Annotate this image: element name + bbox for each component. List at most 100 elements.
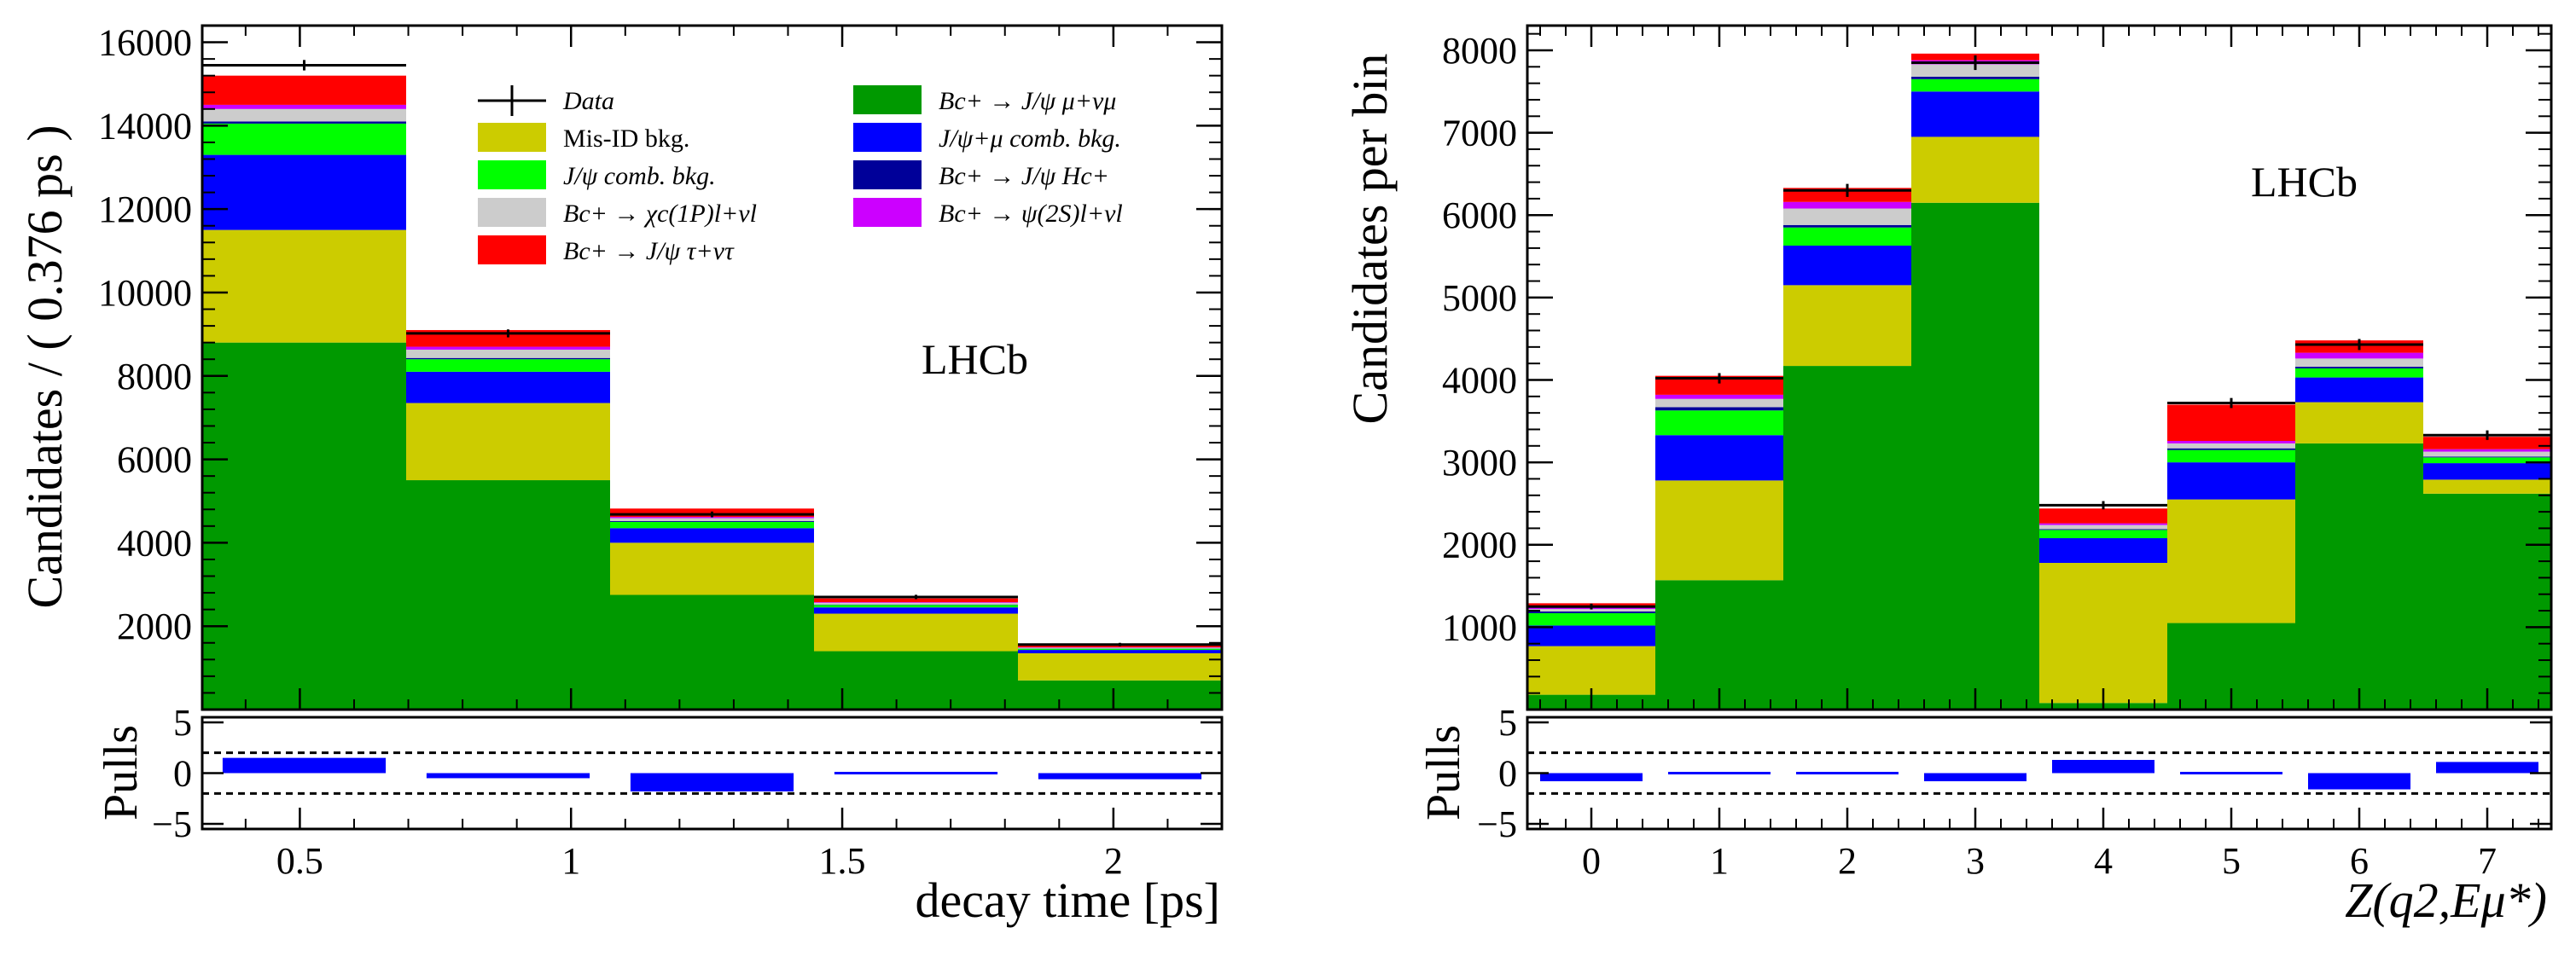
x-tick-label: 6 [2350,840,2369,882]
y-tick-label: 14000 [98,105,192,147]
y-tick-label: 5000 [1442,277,1517,319]
bar-bc_jpsi_tau_nu-bin-3 [814,598,1018,603]
y-tick-label: 8000 [117,356,192,397]
pull-tick-label: 5 [1498,702,1517,744]
bar-bc_chic-bin-6 [2295,358,2423,368]
pull-bar-bin-3 [834,772,998,774]
legend-label-bc_jpsi_tau_nu: Bc+ → J/ψ τ+ντ [563,237,735,265]
pull-tick-label: −5 [1477,803,1517,845]
bar-jpsi_mu_comb-bin-1 [406,371,610,403]
legend-swatch-bc_psi2s [853,198,922,227]
bar-misid-bin-6 [2295,402,2423,443]
bar-jpsi_comb-bin-7 [2423,457,2551,464]
legend-swatch-misid [478,123,546,152]
pull-tick-label: −5 [152,803,192,845]
legend-swatch-jpsi_comb [478,160,546,189]
legend: Data Mis-ID bkg. J/ψ comb. bkg. Bc+ → χc(1P… [478,85,1123,265]
bar-bc_psi2s-bin-2 [1783,201,1911,209]
bar-bc_chic-bin-0 [202,108,406,122]
x-tick-label: 1 [561,840,580,882]
y-tick-label: 3000 [1442,442,1517,484]
bar-jpsi_mu_comb-bin-5 [2167,462,2295,500]
pull-bar-bin-0 [1540,773,1643,782]
bar-bc_jpsi_mu_nu-bin-0 [202,342,406,710]
pull-axis-label: Pulls [1417,725,1470,820]
legend-label-bc_chic: Bc+ → χc(1P)l+νl [563,200,757,228]
bar-misid-bin-5 [2167,499,2295,623]
bar-jpsi_mu_comb-bin-0 [1527,625,1655,646]
x-tick-label: 5 [2222,840,2241,882]
bar-bc_jpsi_mu_nu-bin-2 [1783,366,1911,710]
y-tick-label: 4000 [117,522,192,564]
bar-jpsi_comb-bin-2 [610,521,814,529]
bar-jpsi_comb-bin-3 [814,605,1018,608]
bar-jpsi_mu_comb-bin-3 [1911,91,2039,137]
bar-bc_jpsi_mu_nu-bin-6 [2295,443,2423,710]
bar-bc_jpsi_tau_nu-bin-4 [1018,646,1222,647]
bar-bc_jpsi_hc-bin-0 [202,121,406,124]
pull-tick-label: 5 [173,702,192,744]
x-axis-label: Z(q2,Eμ*) [2345,872,2547,928]
bar-jpsi_mu_comb-bin-2 [610,528,814,543]
legend-swatch-bc_jpsi_tau_nu [478,235,546,264]
y-tick-label: 7000 [1442,113,1517,154]
legend-label-misid: Mis-ID bkg. [563,125,689,153]
bar-bc_psi2s-bin-7 [2423,449,2551,452]
bar-misid-bin-4 [2039,563,2167,704]
pull-bar-bin-4 [1038,773,1202,780]
pull-bar-bin-7 [2436,762,2538,774]
bar-bc_psi2s-bin-2 [610,517,814,519]
bar-bc_jpsi_mu_nu-bin-7 [2423,493,2551,710]
bar-misid-bin-2 [610,542,814,595]
y-tick-label: 4000 [1442,359,1517,401]
bar-bc_jpsi_mu_nu-bin-1 [406,480,610,710]
y-tick-label: 12000 [98,188,192,230]
bar-bc_jpsi_hc-bin-3 [1911,76,2039,79]
bar-misid-bin-7 [2423,479,2551,494]
bar-misid-bin-2 [1783,285,1911,367]
bar-bc_chic-bin-1 [406,349,610,358]
bar-jpsi_comb-bin-2 [1783,227,1911,246]
x-tick-label: 2 [1838,840,1857,882]
x-tick-label: 0 [1582,840,1601,882]
pull-bar-bin-0 [222,757,387,774]
bar-bc_jpsi_mu_nu-bin-3 [1911,202,2039,710]
pull-bar-bin-6 [2308,773,2410,790]
bar-bc_jpsi_hc-bin-2 [610,520,814,522]
bar-jpsi_comb-bin-5 [2167,449,2295,463]
bar-jpsi_mu_comb-bin-3 [814,607,1018,614]
bar-bc_jpsi_hc-bin-0 [1527,612,1655,613]
bar-bc_chic-bin-2 [610,518,814,521]
x-tick-label: 3 [1966,840,1985,882]
bar-bc_jpsi_tau_nu-bin-4 [2039,508,2167,524]
bar-misid-bin-1 [406,403,610,481]
bar-bc_jpsi_tau_nu-bin-7 [2423,437,2551,449]
main-plot-frame [1526,24,2553,711]
legend-label-jpsi_comb: J/ψ comb. bkg. [563,162,716,190]
bar-bc_psi2s-bin-4 [2039,523,2167,525]
bar-jpsi_mu_comb-bin-1 [1655,435,1783,481]
bar-bc_jpsi_tau_nu-bin-5 [2167,404,2295,441]
bar-bc_jpsi_hc-bin-6 [2295,367,2423,368]
x-tick-label: 4 [2094,840,2113,882]
bar-jpsi_mu_comb-bin-4 [2039,538,2167,564]
bar-bc_chic-bin-3 [814,602,1018,605]
bar-bc_jpsi_hc-bin-7 [2423,456,2551,458]
y-tick-label: 10000 [98,272,192,314]
bar-jpsi_comb-bin-1 [406,359,610,372]
bar-bc_psi2s-bin-0 [202,104,406,109]
bar-bc_jpsi_mu_nu-bin-2 [610,594,814,710]
bar-misid-bin-3 [814,613,1018,652]
bar-misid-bin-1 [1655,480,1783,581]
left-decay-time-chart: 2000 4000 6000 8000 10000 12000 14000 16000 5 0 −5… [17,22,1224,928]
bar-jpsi_comb-bin-0 [202,123,406,155]
bar-bc_jpsi_tau_nu-bin-1 [1655,375,1783,395]
legend-swatch-bc_jpsi_mu_nu [853,85,922,114]
bar-bc_chic-bin-3 [1911,64,2039,77]
bar-bc_jpsi_hc-bin-1 [1655,407,1783,411]
bar-bc_chic-bin-1 [1655,398,1783,408]
pull-bar-bin-1 [1668,772,1771,774]
y-tick-label: 1000 [1442,606,1517,648]
bar-bc_psi2s-bin-6 [2295,352,2423,359]
bar-bc_jpsi_hc-bin-2 [1783,224,1911,228]
